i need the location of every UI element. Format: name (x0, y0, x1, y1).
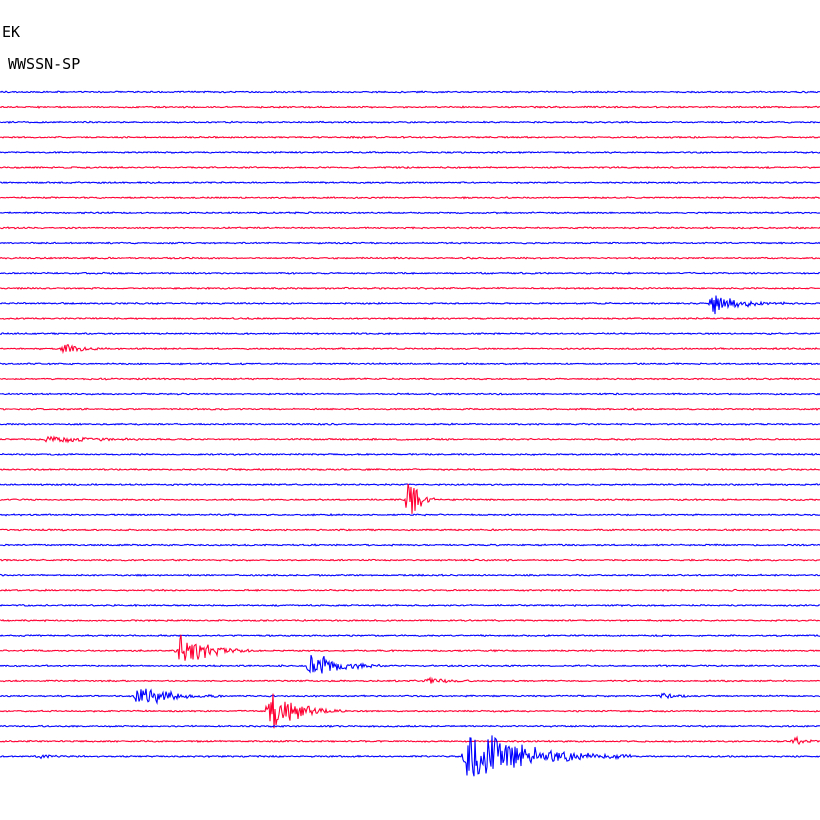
instrument-label: WWSSN-SP (8, 55, 80, 73)
trace-line-33 (0, 588, 820, 592)
trace-line-13 (0, 286, 820, 290)
trace-line-18 (0, 362, 820, 366)
trace-line-44 (0, 735, 820, 777)
trace-line-24 (0, 452, 820, 457)
trace-line-40 (0, 688, 820, 706)
trace-line-26 (0, 482, 820, 487)
trace-line-7 (0, 196, 820, 200)
trace-line-15 (0, 316, 820, 321)
trace-group (0, 90, 820, 777)
trace-line-1 (0, 105, 820, 109)
trace-line-21 (0, 407, 820, 411)
trace-line-27 (0, 483, 820, 514)
trace-line-17 (0, 343, 820, 355)
trace-line-14 (0, 295, 820, 315)
trace-line-23 (0, 435, 820, 444)
trace-line-36 (0, 633, 820, 638)
trace-line-31 (0, 558, 820, 562)
trace-line-38 (0, 654, 820, 674)
trace-line-28 (0, 512, 820, 517)
trace-line-10 (0, 241, 820, 245)
trace-line-39 (0, 676, 820, 684)
trace-line-32 (0, 573, 820, 577)
trace-line-5 (0, 165, 820, 170)
trace-line-30 (0, 543, 820, 547)
trace-line-22 (0, 422, 820, 426)
trace-line-4 (0, 150, 820, 155)
trace-line-12 (0, 271, 820, 275)
trace-line-34 (0, 603, 820, 608)
trace-line-42 (0, 724, 820, 728)
station-label: EK (2, 23, 20, 41)
trace-line-37 (0, 634, 820, 661)
trace-line-6 (0, 180, 820, 185)
trace-line-29 (0, 528, 820, 532)
trace-line-19 (0, 377, 820, 381)
trace-line-0 (0, 90, 820, 94)
trace-line-11 (0, 256, 820, 260)
trace-line-25 (0, 467, 820, 472)
trace-line-2 (0, 120, 820, 124)
trace-line-8 (0, 211, 820, 215)
trace-line-9 (0, 226, 820, 230)
trace-line-20 (0, 392, 820, 396)
trace-line-43 (0, 735, 820, 746)
trace-line-41 (0, 693, 820, 729)
trace-line-35 (0, 618, 820, 623)
trace-line-3 (0, 135, 820, 140)
trace-line-16 (0, 331, 820, 336)
